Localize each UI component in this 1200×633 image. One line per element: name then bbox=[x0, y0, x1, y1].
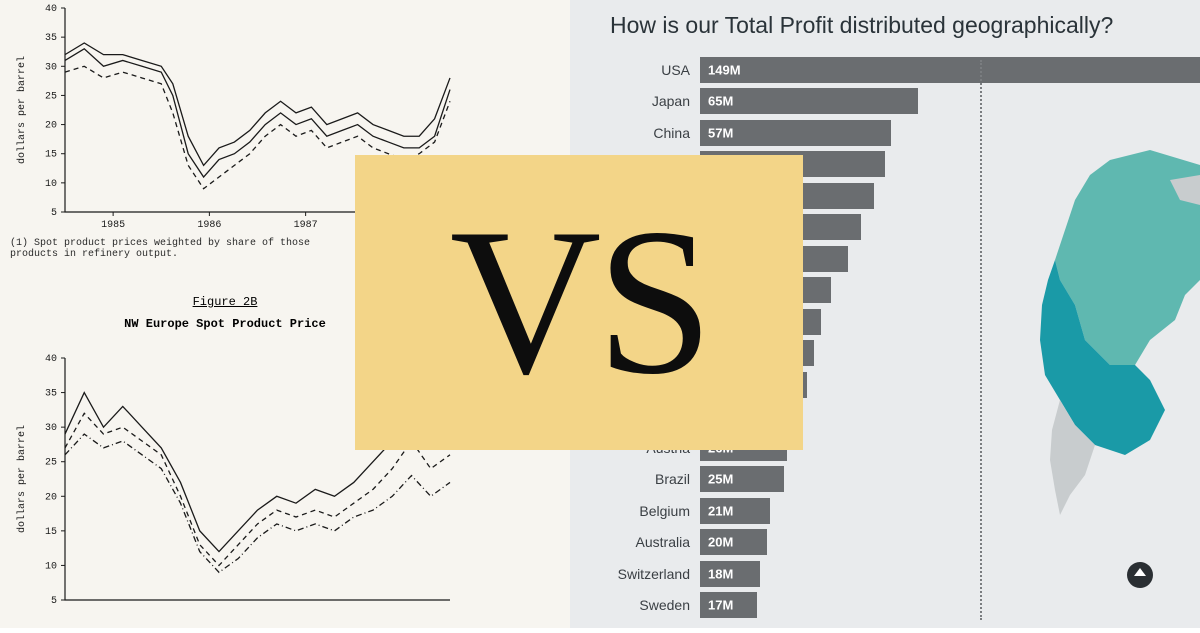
bar-value: 57M bbox=[708, 125, 733, 140]
svg-text:5: 5 bbox=[51, 596, 57, 607]
map-svg bbox=[990, 120, 1200, 590]
svg-text:30: 30 bbox=[45, 62, 57, 73]
bar-label: Belgium bbox=[570, 503, 700, 519]
svg-text:5: 5 bbox=[51, 208, 57, 219]
svg-text:dollars per barrel: dollars per barrel bbox=[16, 425, 28, 533]
bar-fill[interactable]: 17M bbox=[700, 592, 757, 618]
bar-label: Australia bbox=[570, 534, 700, 550]
bar-fill[interactable]: 18M bbox=[700, 561, 760, 587]
svg-text:35: 35 bbox=[45, 389, 57, 400]
bar-label: Switzerland bbox=[570, 566, 700, 582]
bar-label: USA bbox=[570, 62, 700, 78]
bar-fill[interactable]: 20M bbox=[700, 529, 767, 555]
bar-track: 17M bbox=[700, 592, 1200, 618]
svg-text:1987: 1987 bbox=[294, 220, 318, 231]
bar-fill[interactable]: 25M bbox=[700, 466, 784, 492]
bar-track: 65M bbox=[700, 88, 1200, 114]
bar-value: 18M bbox=[708, 566, 733, 581]
svg-text:40: 40 bbox=[45, 354, 57, 365]
bar-fill[interactable]: 149M bbox=[700, 57, 1200, 83]
divider-line bbox=[980, 60, 982, 620]
footnote-text: (1) Spot product prices weighted by shar… bbox=[10, 238, 350, 260]
svg-text:15: 15 bbox=[45, 150, 57, 161]
svg-text:40: 40 bbox=[45, 4, 57, 15]
svg-text:10: 10 bbox=[45, 561, 57, 572]
bar-fill[interactable]: 57M bbox=[700, 120, 891, 146]
svg-text:30: 30 bbox=[45, 423, 57, 434]
vs-text: VS bbox=[450, 182, 708, 423]
bar-value: 25M bbox=[708, 472, 733, 487]
bar-value: 21M bbox=[708, 503, 733, 518]
bar-value: 17M bbox=[708, 598, 733, 613]
bar-row: USA 149M bbox=[570, 55, 1200, 84]
bar-label: Sweden bbox=[570, 597, 700, 613]
bar-label: Brazil bbox=[570, 471, 700, 487]
svg-text:15: 15 bbox=[45, 527, 57, 538]
footnote-block: (1) Spot product prices weighted by shar… bbox=[10, 238, 350, 260]
bar-value: 149M bbox=[708, 62, 741, 77]
svg-text:25: 25 bbox=[45, 458, 57, 469]
svg-text:20: 20 bbox=[45, 121, 57, 132]
bar-fill[interactable]: 65M bbox=[700, 88, 918, 114]
bar-fill[interactable]: 21M bbox=[700, 498, 770, 524]
svg-text:1986: 1986 bbox=[197, 220, 221, 231]
bar-value: 65M bbox=[708, 94, 733, 109]
bar-row: Sweden 17M bbox=[570, 591, 1200, 620]
bar-track: 149M bbox=[700, 57, 1200, 83]
bar-label: Japan bbox=[570, 93, 700, 109]
bar-label: China bbox=[570, 125, 700, 141]
bar-row: Japan 65M bbox=[570, 87, 1200, 116]
svg-text:35: 35 bbox=[45, 33, 57, 44]
svg-text:10: 10 bbox=[45, 179, 57, 190]
svg-text:25: 25 bbox=[45, 91, 57, 102]
svg-text:1985: 1985 bbox=[101, 220, 125, 231]
vs-badge: VS bbox=[355, 155, 803, 450]
svg-text:dollars per barrel: dollars per barrel bbox=[16, 56, 28, 164]
bar-value: 20M bbox=[708, 535, 733, 550]
svg-text:20: 20 bbox=[45, 492, 57, 503]
map-region bbox=[990, 120, 1200, 590]
right-title: How is our Total Profit distributed geog… bbox=[610, 12, 1113, 39]
